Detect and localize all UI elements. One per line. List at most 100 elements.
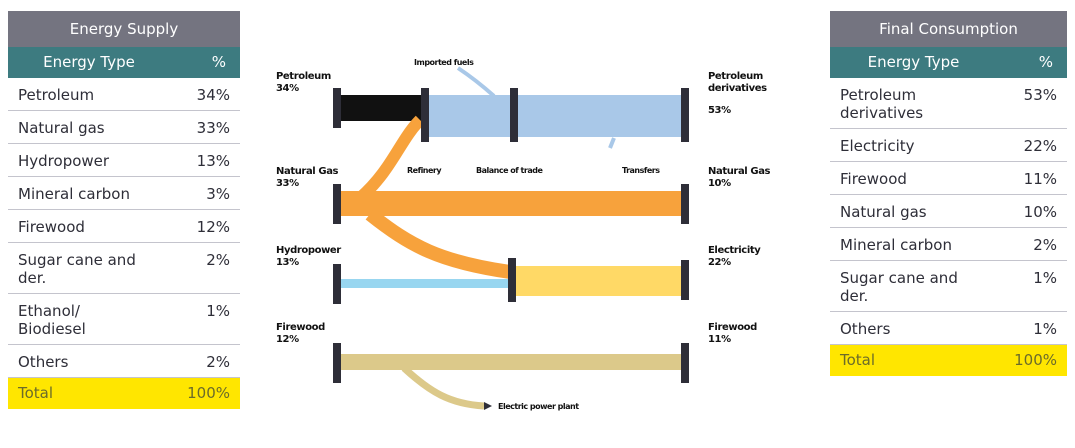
inflow-flow bbox=[456, 66, 496, 98]
node-electricity bbox=[681, 260, 689, 300]
table-row: Mineral carbon 3% bbox=[8, 177, 240, 210]
final-consumption-table: Final Consumption Energy Type % Petroleu… bbox=[830, 11, 1067, 376]
row-pct: 53% bbox=[1023, 86, 1057, 104]
label-name: Hydropower bbox=[276, 245, 341, 256]
row-pct: 1% bbox=[1033, 320, 1057, 338]
energy-supply-table: Energy Supply Energy Type % Petroleum 34%… bbox=[8, 11, 240, 409]
label-pct: 53% bbox=[708, 105, 731, 116]
row-pct: 22% bbox=[1023, 137, 1057, 155]
petroleum-flow bbox=[340, 95, 422, 121]
derivatives-flow bbox=[428, 95, 684, 137]
label-petroleum: Petroleum 34% bbox=[276, 71, 331, 95]
column-header-pct: % bbox=[1038, 53, 1053, 71]
total-pct: 100% bbox=[187, 384, 230, 402]
table-row: Firewood 12% bbox=[8, 210, 240, 243]
label-name: Firewood bbox=[708, 322, 757, 333]
row-type: Firewood bbox=[840, 170, 907, 188]
node-natural-gas-out bbox=[681, 184, 689, 224]
table-row: Natural gas 33% bbox=[8, 111, 240, 144]
table-row: Electricity 22% bbox=[830, 129, 1067, 162]
row-pct: 34% bbox=[196, 86, 230, 104]
node-firewood-out bbox=[681, 343, 689, 383]
label-balance-of-trade: Balance of trade bbox=[476, 166, 543, 175]
row-pct: 13% bbox=[196, 152, 230, 170]
table-row: Others 2% bbox=[8, 345, 240, 378]
natural-gas-flow bbox=[340, 191, 684, 216]
label-firewood: Firewood 12% bbox=[276, 322, 325, 346]
label-name: Firewood bbox=[276, 322, 325, 333]
row-pct: 10% bbox=[1023, 203, 1057, 221]
table-row: Firewood 11% bbox=[830, 162, 1067, 195]
label-name: Natural Gas bbox=[708, 166, 771, 177]
row-type: Electricity bbox=[840, 137, 915, 155]
label-name: Electricity bbox=[708, 245, 761, 256]
node-firewood bbox=[333, 343, 341, 383]
table-row: Ethanol/ Biodiesel 1% bbox=[8, 294, 240, 345]
electricity-flow bbox=[514, 266, 684, 296]
total-pct: 100% bbox=[1014, 351, 1057, 369]
row-pct: 1% bbox=[1033, 269, 1057, 287]
hydropower-flow bbox=[340, 279, 512, 288]
total-label: Total bbox=[840, 351, 876, 369]
label-electricity: Electricity 22% bbox=[708, 245, 761, 269]
row-type: Hydropower bbox=[18, 152, 110, 170]
total-row: Total 100% bbox=[830, 345, 1067, 376]
table-row: Natural gas 10% bbox=[830, 195, 1067, 228]
row-type: Natural gas bbox=[18, 119, 105, 137]
transfer-flow bbox=[608, 137, 616, 149]
firewood-to-power-flow bbox=[401, 365, 485, 410]
row-type: Mineral carbon bbox=[18, 185, 130, 203]
row-type: Mineral carbon bbox=[840, 236, 952, 254]
node-natural-gas bbox=[333, 184, 341, 224]
label-pct: 34% bbox=[276, 83, 299, 94]
table-row: Sugar cane and der. 1% bbox=[830, 261, 1067, 312]
row-type: Others bbox=[840, 320, 891, 338]
row-pct: 33% bbox=[196, 119, 230, 137]
table-row: Others 1% bbox=[830, 312, 1067, 345]
label-pct: 12% bbox=[276, 334, 299, 345]
row-pct: 11% bbox=[1023, 170, 1057, 188]
column-header-type: Energy Type bbox=[867, 53, 960, 71]
label-natural-gas: Natural Gas 33% bbox=[276, 166, 339, 190]
row-type: Sugar cane and der. bbox=[18, 251, 136, 287]
arrow-icon bbox=[484, 402, 492, 410]
row-type: Petroleum derivatives bbox=[840, 86, 924, 122]
label-petroleum-derivatives: Petroleum derivatives 53% bbox=[708, 71, 798, 117]
row-type: Firewood bbox=[18, 218, 85, 236]
row-pct: 2% bbox=[1033, 236, 1057, 254]
total-label: Total bbox=[18, 384, 54, 402]
label-pct: 22% bbox=[708, 257, 731, 268]
label-name: Petroleum bbox=[276, 71, 331, 82]
table-row: Hydropower 13% bbox=[8, 144, 240, 177]
label-hydropower: Hydropower 13% bbox=[276, 245, 341, 269]
label-pct: 13% bbox=[276, 257, 299, 268]
label-natural-gas-out: Natural Gas 10% bbox=[708, 166, 771, 190]
row-type: Natural gas bbox=[840, 203, 927, 221]
label-name: Natural Gas bbox=[276, 166, 339, 177]
row-type: Petroleum bbox=[18, 86, 95, 104]
table-title: Energy Supply bbox=[8, 11, 240, 47]
row-pct: 1% bbox=[206, 302, 230, 320]
total-row: Total 100% bbox=[8, 378, 240, 409]
row-type: Ethanol/ Biodiesel bbox=[18, 302, 86, 338]
node-power-plant bbox=[508, 258, 516, 302]
node-derivatives bbox=[681, 88, 689, 142]
row-pct: 2% bbox=[206, 251, 230, 269]
table-row: Petroleum derivatives 53% bbox=[830, 78, 1067, 129]
table-header: Energy Type % bbox=[830, 47, 1067, 78]
row-pct: 3% bbox=[206, 185, 230, 203]
label-name: Petroleum derivatives bbox=[708, 71, 767, 94]
table-title: Final Consumption bbox=[830, 11, 1067, 47]
label-refinery: Refinery bbox=[407, 166, 442, 175]
label-pct: 11% bbox=[708, 334, 731, 345]
column-header-pct: % bbox=[211, 53, 226, 71]
row-pct: 2% bbox=[206, 353, 230, 371]
table-row: Sugar cane and der. 2% bbox=[8, 243, 240, 294]
label-pct: 10% bbox=[708, 178, 731, 189]
label-transfers: Transfers bbox=[622, 166, 660, 175]
node-refinery bbox=[421, 88, 429, 142]
row-pct: 12% bbox=[196, 218, 230, 236]
node-petroleum bbox=[333, 88, 341, 128]
column-header-type: Energy Type bbox=[43, 53, 135, 71]
table-row: Mineral carbon 2% bbox=[830, 228, 1067, 261]
